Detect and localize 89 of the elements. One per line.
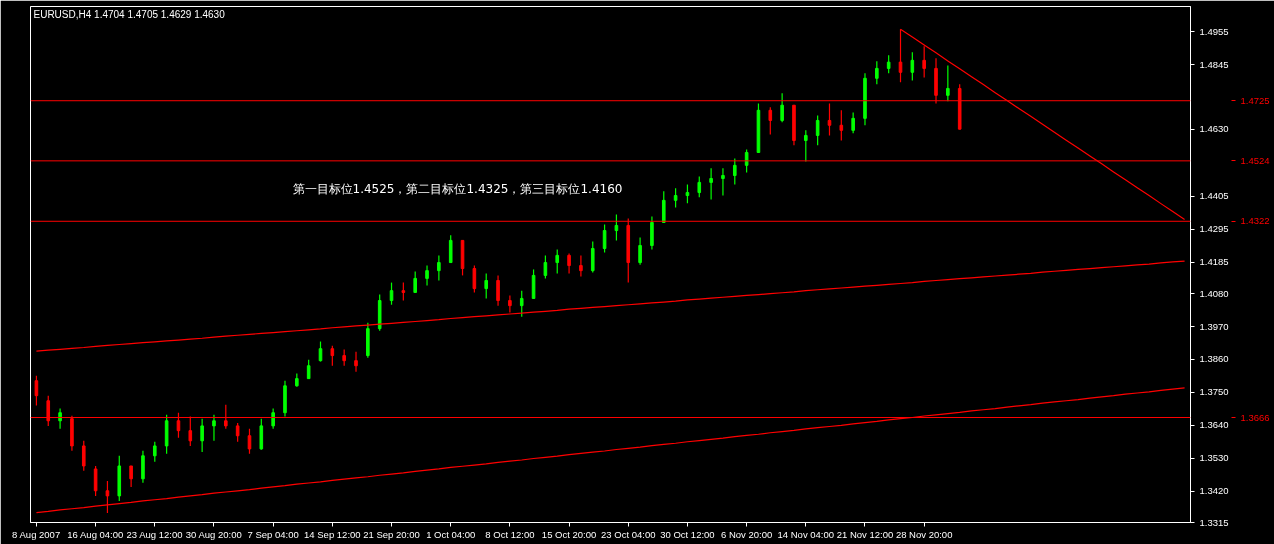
x-tick-label: 28 Nov 20:00	[895, 528, 953, 540]
candlestick	[875, 60, 879, 85]
candlestick	[614, 213, 619, 242]
line-series	[35, 260, 1186, 352]
candlestick	[34, 375, 39, 407]
y-tick-label: 1.4630	[1199, 123, 1229, 135]
candlestick	[697, 175, 702, 198]
candlestick	[638, 236, 642, 266]
candlestick	[330, 345, 335, 367]
y-tick-label: 1.3970	[1199, 320, 1229, 332]
candlestick	[247, 428, 252, 455]
x-tick-label: 8 Oct 12:00	[485, 528, 535, 540]
candlestick	[839, 109, 844, 142]
ref-line-label: 1.4524	[1240, 154, 1270, 166]
candlestick	[508, 294, 512, 314]
x-tick-label: 30 Oct 12:00	[660, 528, 715, 540]
candlestick	[661, 190, 666, 224]
candlestick	[590, 241, 595, 274]
y-tick-label: 1.3860	[1199, 353, 1229, 365]
candlestick	[815, 114, 820, 146]
candlestick	[413, 270, 417, 294]
candlestick	[129, 465, 133, 488]
x-tick-label: 16 Aug 04:00	[67, 528, 124, 540]
candlestick	[81, 440, 86, 472]
candlestick	[827, 102, 832, 137]
candlestick	[780, 92, 784, 123]
candlestick	[555, 248, 560, 275]
x-tick-label: 30 Aug 20:00	[185, 528, 242, 540]
candlestick	[732, 157, 737, 186]
x-tick-label: 6 Nov 20:00	[721, 528, 773, 540]
x-tick-label: 14 Nov 04:00	[777, 528, 835, 540]
candlestick	[306, 359, 311, 380]
candlestick	[235, 422, 240, 443]
candlestick	[946, 64, 950, 102]
candlestick	[768, 106, 773, 136]
ref-line-label: 1.4322	[1240, 215, 1270, 227]
candlestick	[709, 167, 713, 201]
x-tick-label: 21 Nov 12:00	[836, 528, 894, 540]
x-tick-label: 8 Aug 2007	[12, 528, 61, 540]
line-series	[35, 387, 1186, 514]
candlestick	[437, 254, 441, 282]
candlestick	[152, 441, 157, 463]
candlestick	[212, 414, 216, 442]
candlestick	[496, 274, 500, 307]
candlestick	[93, 465, 98, 497]
candlestick	[567, 252, 571, 275]
annotation: 第一目标位1.4525，第二目标位1.4325，第三目标位1.4160	[292, 181, 623, 196]
x-tick-label: 14 Sep 12:00	[304, 528, 361, 540]
candlestick	[141, 450, 145, 484]
candlestick	[910, 51, 915, 81]
y-tick-label: 1.3640	[1199, 419, 1229, 431]
y-tick-label: 1.4185	[1199, 256, 1229, 268]
x-tick-label: 15 Oct 20:00	[541, 528, 597, 540]
ref-line-label: 1.3666	[1240, 411, 1270, 423]
x-tick-label: 7 Sep 04:00	[247, 528, 299, 540]
y-tick-label: 1.3420	[1199, 485, 1229, 497]
y-tick-label: 1.3530	[1199, 452, 1229, 464]
y-tick-label: 1.4405	[1199, 190, 1229, 202]
candlestick	[804, 129, 808, 163]
x-tick-label: 1 Oct 04:00	[426, 528, 476, 540]
ref-line-label: 1.4725	[1240, 94, 1270, 106]
candlestick	[425, 264, 429, 287]
candlestick	[673, 187, 678, 209]
candlestick	[354, 351, 358, 373]
candlestick	[602, 223, 607, 253]
y-tick-label: 1.4080	[1199, 287, 1229, 299]
y-tick-label: 1.3315	[1199, 516, 1229, 528]
x-tick-label: 23 Oct 04:00	[601, 528, 656, 540]
y-tick-label: 1.4845	[1199, 58, 1229, 70]
candlestick	[650, 215, 654, 250]
x-tick-label: 21 Sep 20:00	[363, 528, 420, 540]
candlestick	[579, 254, 583, 278]
chart-title: EURUSD,H4 1.4704 1.4705 1.4629 1.4630	[33, 8, 226, 20]
candlestick	[543, 254, 548, 280]
candlestick	[685, 183, 690, 204]
candlestick	[259, 418, 264, 451]
candlestick	[531, 268, 536, 300]
candlestick	[200, 418, 204, 453]
candlestick	[922, 45, 926, 78]
y-tick-label: 1.4295	[1199, 223, 1229, 235]
candlestick	[484, 273, 489, 300]
x-tick-label: 23 Aug 12:00	[126, 528, 183, 540]
candlestick	[448, 234, 453, 264]
candlestick	[851, 111, 855, 134]
candlestick	[519, 290, 524, 318]
y-tick-label: 1.4955	[1199, 25, 1229, 37]
y-tick-label: 1.3750	[1199, 386, 1229, 398]
candlestick	[472, 264, 477, 294]
candlestick	[721, 167, 725, 197]
